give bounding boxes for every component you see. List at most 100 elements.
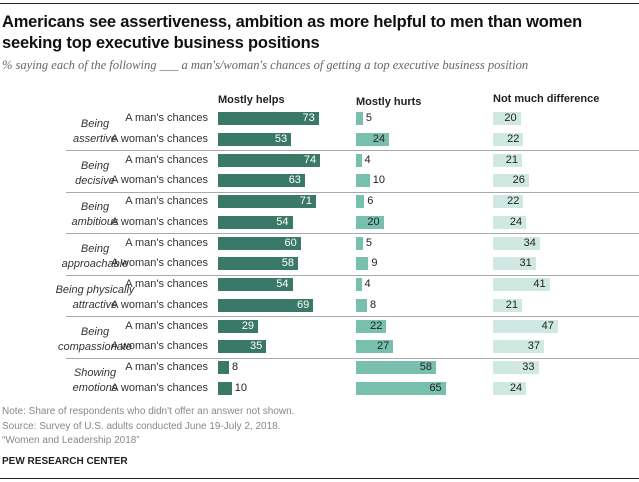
bar-helps [218, 298, 314, 312]
data-label: 21 [505, 298, 518, 311]
bar-helps [218, 215, 293, 229]
data-label: 10 [234, 381, 248, 394]
bar-hurts [356, 381, 446, 395]
bar-helps [218, 278, 293, 291]
group-separator [66, 316, 639, 317]
chart-title: Americans see assertiveness, ambition as… [2, 13, 582, 52]
group-label-line: approachable [61, 257, 129, 270]
bar-helps [218, 319, 259, 333]
bar-no-difference [493, 174, 529, 188]
data-label: 6 [367, 195, 374, 207]
bar-no-difference [493, 319, 558, 333]
data-label: 69 [296, 298, 310, 311]
column-header-hurts: Mostly hurts [356, 96, 422, 108]
bar-helps [218, 174, 305, 188]
bar-helps [218, 132, 292, 146]
data-label: 22 [370, 319, 383, 332]
group-label-line: Being [80, 118, 110, 130]
group-label-line: Showing [73, 367, 117, 379]
bar-no-difference [493, 257, 536, 271]
bar-hurts [356, 153, 362, 167]
group-label-line: attractive [72, 299, 118, 311]
group-separator [66, 233, 639, 234]
bar-no-difference [493, 361, 539, 374]
data-label: 74 [303, 153, 317, 166]
bar-no-difference [493, 278, 550, 291]
bar-helps [218, 236, 301, 250]
data-label: 20 [367, 215, 380, 228]
data-label: 63 [288, 174, 301, 187]
bar-hurts [356, 278, 362, 291]
bar-no-difference [493, 298, 522, 312]
data-label: 53 [274, 132, 288, 145]
row-label: A woman's chances [111, 298, 208, 311]
data-label: 60 [284, 236, 297, 249]
data-label: 20 [504, 112, 517, 124]
data-label: 71 [299, 195, 312, 207]
bar-hurts [356, 257, 369, 271]
bar-no-difference [493, 381, 527, 395]
data-label: 22 [507, 132, 520, 145]
bar-no-difference [493, 236, 540, 250]
data-label: 31 [519, 257, 532, 270]
group-separator [66, 357, 639, 359]
row-label: A woman's chances [111, 257, 208, 270]
data-label: 8 [232, 361, 239, 373]
row-label: A woman's chances [111, 215, 208, 228]
bar-helps [218, 361, 230, 374]
group-label-line: Being [80, 201, 110, 213]
data-label: 27 [377, 340, 390, 353]
column-header-helps: Mostly helps [218, 94, 285, 106]
bar-hurts [356, 174, 370, 188]
data-label: 5 [365, 112, 373, 124]
data-label: 35 [250, 340, 263, 353]
bar-helps [218, 195, 316, 208]
row-label: A man's chances [125, 236, 208, 249]
group-label: Being physically attractive [45, 283, 145, 313]
group-label-line: ambitious [71, 216, 119, 228]
data-label: 58 [419, 361, 433, 373]
data-label: 8 [370, 298, 377, 311]
bar-hurts [356, 361, 437, 374]
bar-helps [218, 340, 267, 354]
note: Note: Share of respondents who didn't of… [2, 406, 295, 417]
row-label: A man's chances [125, 278, 208, 290]
bar-hurts [356, 298, 368, 312]
group-label: Showing emotions [45, 366, 145, 396]
group-separator [66, 150, 639, 151]
group-label-line: decisive [75, 174, 115, 187]
bar-hurts [356, 319, 387, 333]
report-title: “Women and Leadership 2018” [2, 435, 140, 446]
bar-no-difference [493, 195, 524, 208]
data-label: 34 [523, 236, 536, 249]
data-label: 29 [241, 319, 255, 332]
bar-hurts [356, 112, 363, 125]
group-label-line: Being [80, 242, 110, 255]
data-label: 24 [372, 132, 386, 145]
data-label: 41 [533, 278, 546, 290]
group-label-line: Being [80, 159, 110, 172]
data-label: 54 [276, 278, 289, 290]
data-label: 21 [505, 153, 518, 166]
row-label: A man's chances [125, 319, 208, 332]
group-label-line: assertive [72, 133, 118, 145]
bar-hurts [356, 195, 365, 208]
bar-no-difference [493, 215, 527, 229]
group-label: Being decisive [45, 159, 145, 189]
row-label: A man's chances [125, 112, 208, 124]
group-separator [66, 274, 639, 276]
bar-hurts [356, 132, 390, 146]
bar-hurts [356, 215, 384, 229]
row-label: A woman's chances [111, 174, 208, 187]
brand: PEW RESEARCH CENTER [2, 456, 128, 467]
bottom-rule [0, 478, 639, 479]
data-label: 5 [365, 236, 373, 249]
data-label: 26 [512, 174, 525, 187]
source: Source: Survey of U.S. adults conducted … [2, 421, 281, 432]
group-separator [66, 191, 639, 193]
group-label-line: Being [80, 325, 110, 338]
data-label: 9 [371, 257, 378, 270]
data-label: 54 [276, 215, 289, 228]
chart-subtitle: % saying each of the following ___ a man… [2, 58, 529, 72]
row-label: A man's chances [125, 361, 208, 373]
